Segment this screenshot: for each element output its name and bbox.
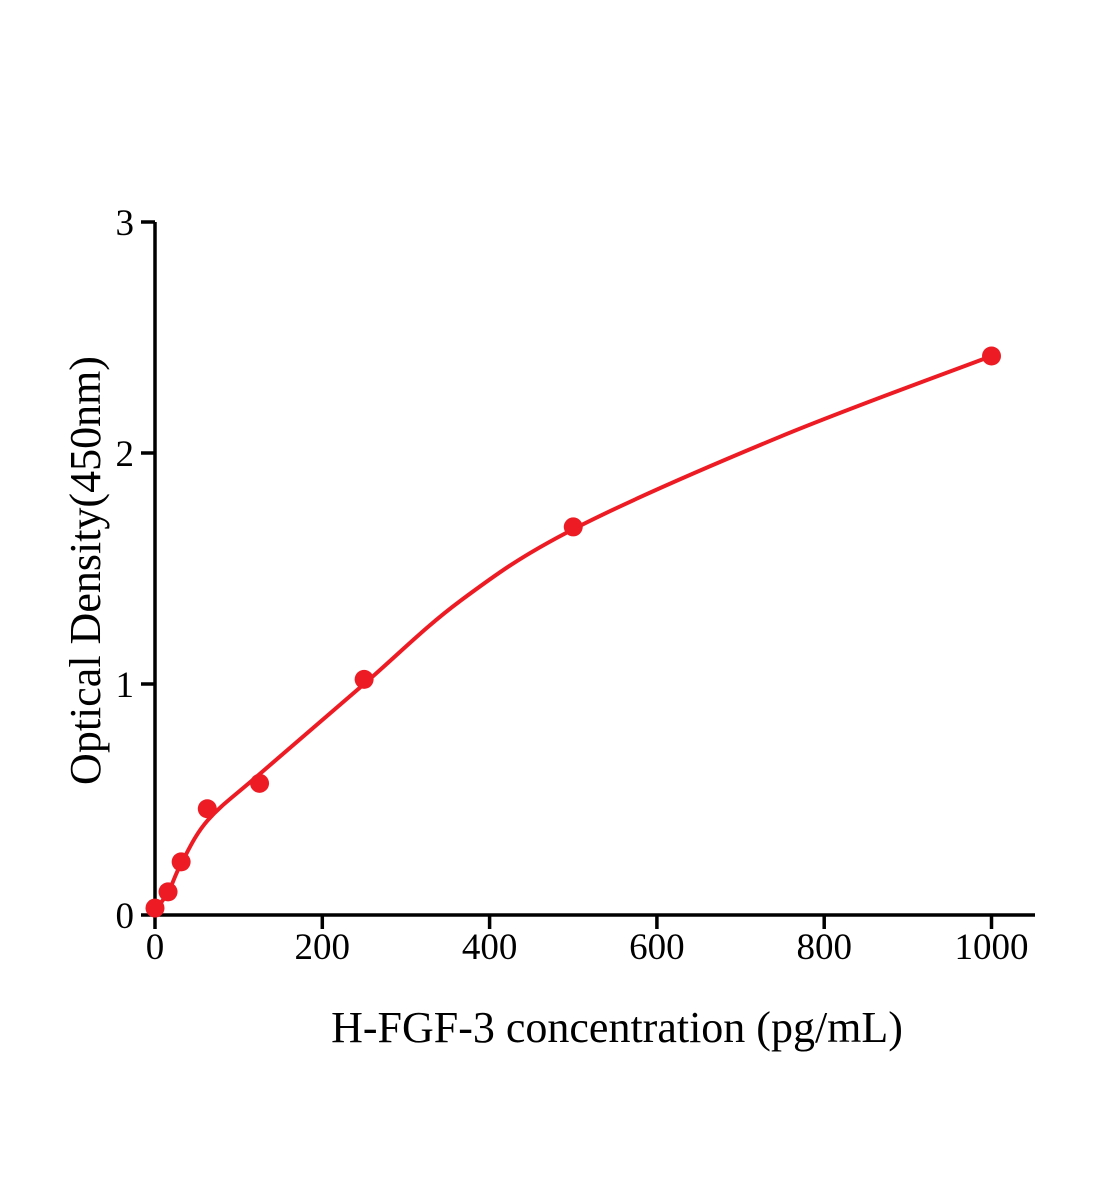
- x-tick-label: 600: [629, 927, 685, 968]
- x-tick-label: 1000: [955, 927, 1029, 968]
- y-tick-label: 0: [116, 896, 135, 937]
- data-point: [250, 773, 270, 793]
- x-tick-label: 800: [796, 927, 852, 968]
- y-tick-label: 1: [116, 665, 135, 706]
- data-point: [145, 898, 165, 918]
- x-axis-title: H-FGF-3 concentration (pg/mL): [331, 1003, 903, 1052]
- y-axis-title: Optical Density(450nm): [61, 356, 110, 785]
- data-point: [563, 517, 583, 537]
- x-axis-ticks: 0 200 400 600 800 1000: [146, 915, 1029, 968]
- x-tick-label: 0: [146, 927, 165, 968]
- data-point: [982, 346, 1002, 366]
- data-point: [171, 852, 191, 872]
- y-tick-label: 2: [116, 434, 135, 475]
- x-tick-label: 400: [462, 927, 518, 968]
- y-tick-label: 3: [116, 203, 135, 244]
- fit-curve: [153, 353, 994, 913]
- data-point: [197, 799, 217, 819]
- x-tick-label: 200: [295, 927, 351, 968]
- y-axis-ticks: 0 1 2 3: [116, 203, 155, 937]
- data-point: [354, 669, 374, 689]
- data-point: [158, 882, 178, 902]
- data-points: [145, 346, 1002, 918]
